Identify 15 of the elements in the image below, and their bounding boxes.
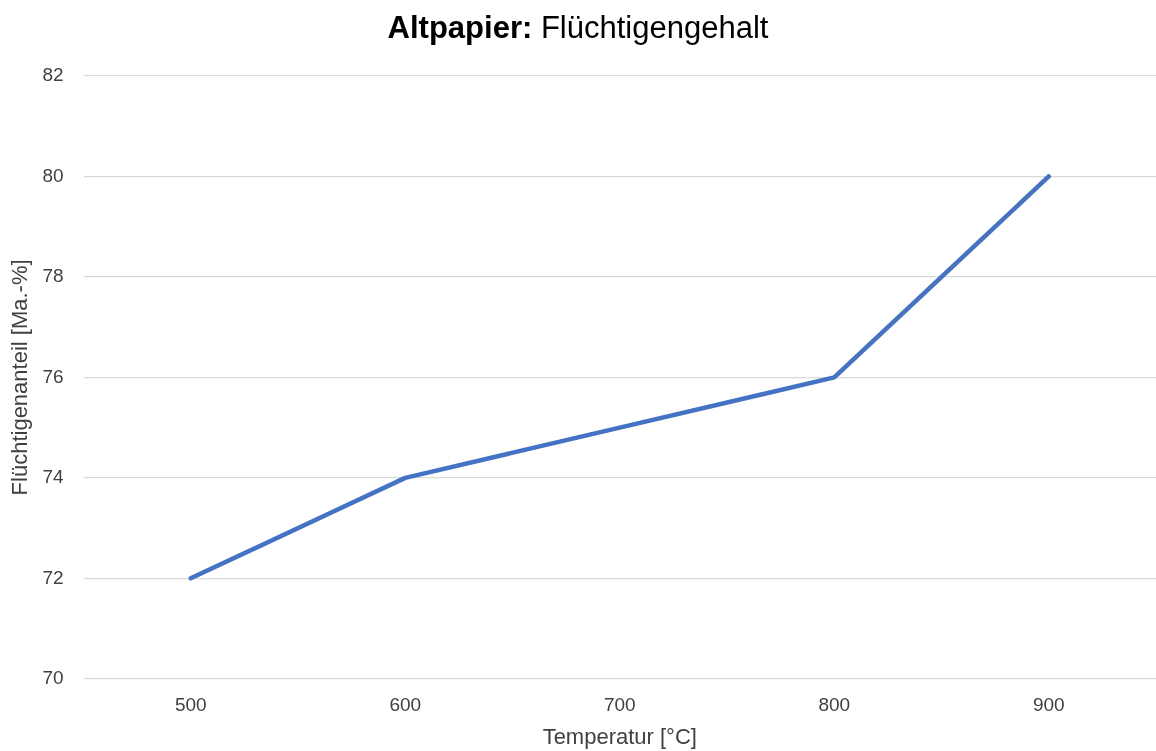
- y-tick-label: 80: [42, 164, 64, 186]
- x-tick-label: 500: [174, 694, 207, 716]
- x-tick-label: 600: [389, 694, 422, 716]
- x-tick-label: 900: [1032, 694, 1065, 716]
- y-tick-label: 74: [42, 466, 64, 488]
- y-tick-label: 72: [42, 566, 64, 588]
- x-tick-label: 700: [603, 694, 636, 716]
- y-tick-label: 70: [42, 667, 64, 689]
- y-tick-label: 78: [42, 265, 64, 287]
- y-tick-label: 76: [42, 365, 64, 387]
- y-axis-title: Flüchtigenanteil [Ma.-%]: [7, 259, 33, 496]
- x-axis-title: Temperatur [°C]: [542, 723, 697, 749]
- x-tick-label: 800: [818, 694, 851, 716]
- chart-title: Altpapier: Flüchtigengehalt: [386, 10, 770, 46]
- y-tick-label: 82: [42, 64, 64, 86]
